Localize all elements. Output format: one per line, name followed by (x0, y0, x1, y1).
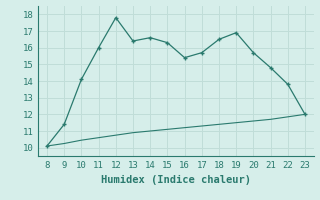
X-axis label: Humidex (Indice chaleur): Humidex (Indice chaleur) (101, 175, 251, 185)
